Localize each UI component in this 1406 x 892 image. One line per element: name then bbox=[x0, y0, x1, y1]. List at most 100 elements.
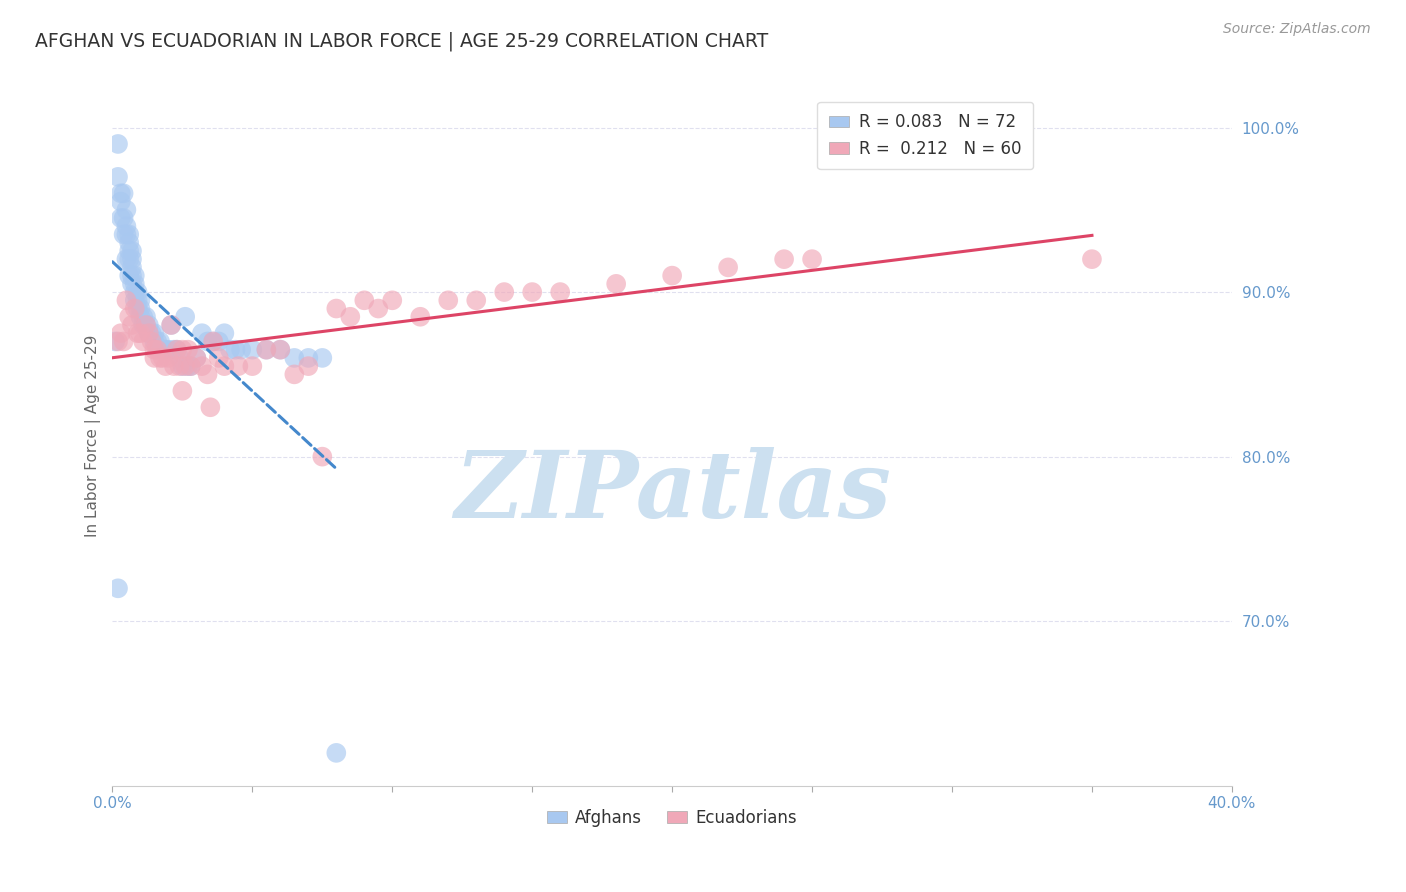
Point bbox=[124, 268, 146, 283]
Point bbox=[149, 351, 172, 365]
Point bbox=[214, 326, 236, 341]
Point bbox=[381, 293, 404, 308]
Point bbox=[112, 186, 135, 201]
Point bbox=[219, 343, 242, 357]
Point bbox=[180, 359, 202, 373]
Point bbox=[166, 343, 188, 357]
Point bbox=[548, 285, 571, 299]
Point bbox=[107, 582, 129, 596]
Point bbox=[124, 285, 146, 299]
Point bbox=[143, 334, 166, 349]
Point bbox=[160, 318, 183, 332]
Point bbox=[110, 194, 132, 209]
Point bbox=[325, 746, 347, 760]
Point bbox=[127, 326, 149, 341]
Point bbox=[152, 351, 174, 365]
Point bbox=[138, 326, 160, 341]
Point bbox=[146, 343, 169, 357]
Point bbox=[197, 368, 219, 382]
Point bbox=[132, 310, 155, 324]
Point bbox=[115, 252, 138, 267]
Point bbox=[115, 293, 138, 308]
Point bbox=[177, 343, 200, 357]
Legend: Afghans, Ecuadorians: Afghans, Ecuadorians bbox=[540, 802, 804, 833]
Point bbox=[141, 334, 163, 349]
Point bbox=[149, 334, 172, 349]
Point bbox=[269, 343, 291, 357]
Point bbox=[118, 227, 141, 242]
Point bbox=[208, 351, 231, 365]
Point bbox=[118, 252, 141, 267]
Point bbox=[121, 252, 143, 267]
Point bbox=[197, 334, 219, 349]
Point bbox=[283, 368, 305, 382]
Point bbox=[135, 318, 157, 332]
Point bbox=[1081, 252, 1104, 267]
Point bbox=[225, 343, 247, 357]
Point bbox=[107, 136, 129, 151]
Point bbox=[124, 277, 146, 291]
Point bbox=[254, 343, 277, 357]
Point bbox=[174, 359, 197, 373]
Point bbox=[228, 359, 250, 373]
Point bbox=[124, 293, 146, 308]
Point bbox=[169, 351, 191, 365]
Point bbox=[254, 343, 277, 357]
Point bbox=[115, 219, 138, 234]
Point bbox=[135, 310, 157, 324]
Point bbox=[110, 186, 132, 201]
Point bbox=[129, 301, 152, 316]
Point bbox=[127, 301, 149, 316]
Point bbox=[129, 293, 152, 308]
Point bbox=[409, 310, 432, 324]
Point bbox=[773, 252, 796, 267]
Y-axis label: In Labor Force | Age 25-29: In Labor Force | Age 25-29 bbox=[86, 334, 101, 537]
Point bbox=[174, 310, 197, 324]
Point bbox=[118, 310, 141, 324]
Point bbox=[127, 293, 149, 308]
Point bbox=[143, 326, 166, 341]
Point bbox=[172, 384, 194, 398]
Point bbox=[801, 252, 824, 267]
Point bbox=[605, 277, 627, 291]
Point bbox=[200, 401, 222, 415]
Point bbox=[186, 351, 208, 365]
Point bbox=[191, 326, 214, 341]
Point bbox=[152, 343, 174, 357]
Point bbox=[717, 260, 740, 275]
Point bbox=[110, 326, 132, 341]
Point bbox=[325, 301, 347, 316]
Point bbox=[107, 334, 129, 349]
Point bbox=[132, 334, 155, 349]
Point bbox=[155, 343, 177, 357]
Point bbox=[297, 351, 319, 365]
Point bbox=[112, 227, 135, 242]
Point bbox=[157, 343, 180, 357]
Point bbox=[121, 268, 143, 283]
Point bbox=[141, 326, 163, 341]
Point bbox=[104, 334, 127, 349]
Point bbox=[135, 318, 157, 332]
Point bbox=[166, 343, 188, 357]
Point bbox=[155, 359, 177, 373]
Point bbox=[231, 343, 253, 357]
Point bbox=[214, 359, 236, 373]
Point bbox=[311, 450, 333, 464]
Point bbox=[283, 351, 305, 365]
Point bbox=[157, 351, 180, 365]
Point bbox=[172, 359, 194, 373]
Point bbox=[186, 351, 208, 365]
Point bbox=[107, 169, 129, 184]
Point bbox=[169, 359, 191, 373]
Point bbox=[112, 334, 135, 349]
Point bbox=[465, 293, 488, 308]
Point bbox=[240, 359, 263, 373]
Point bbox=[240, 343, 263, 357]
Point bbox=[127, 285, 149, 299]
Point bbox=[143, 351, 166, 365]
Point bbox=[110, 211, 132, 225]
Point bbox=[118, 268, 141, 283]
Point bbox=[129, 326, 152, 341]
Point bbox=[172, 343, 194, 357]
Point bbox=[121, 277, 143, 291]
